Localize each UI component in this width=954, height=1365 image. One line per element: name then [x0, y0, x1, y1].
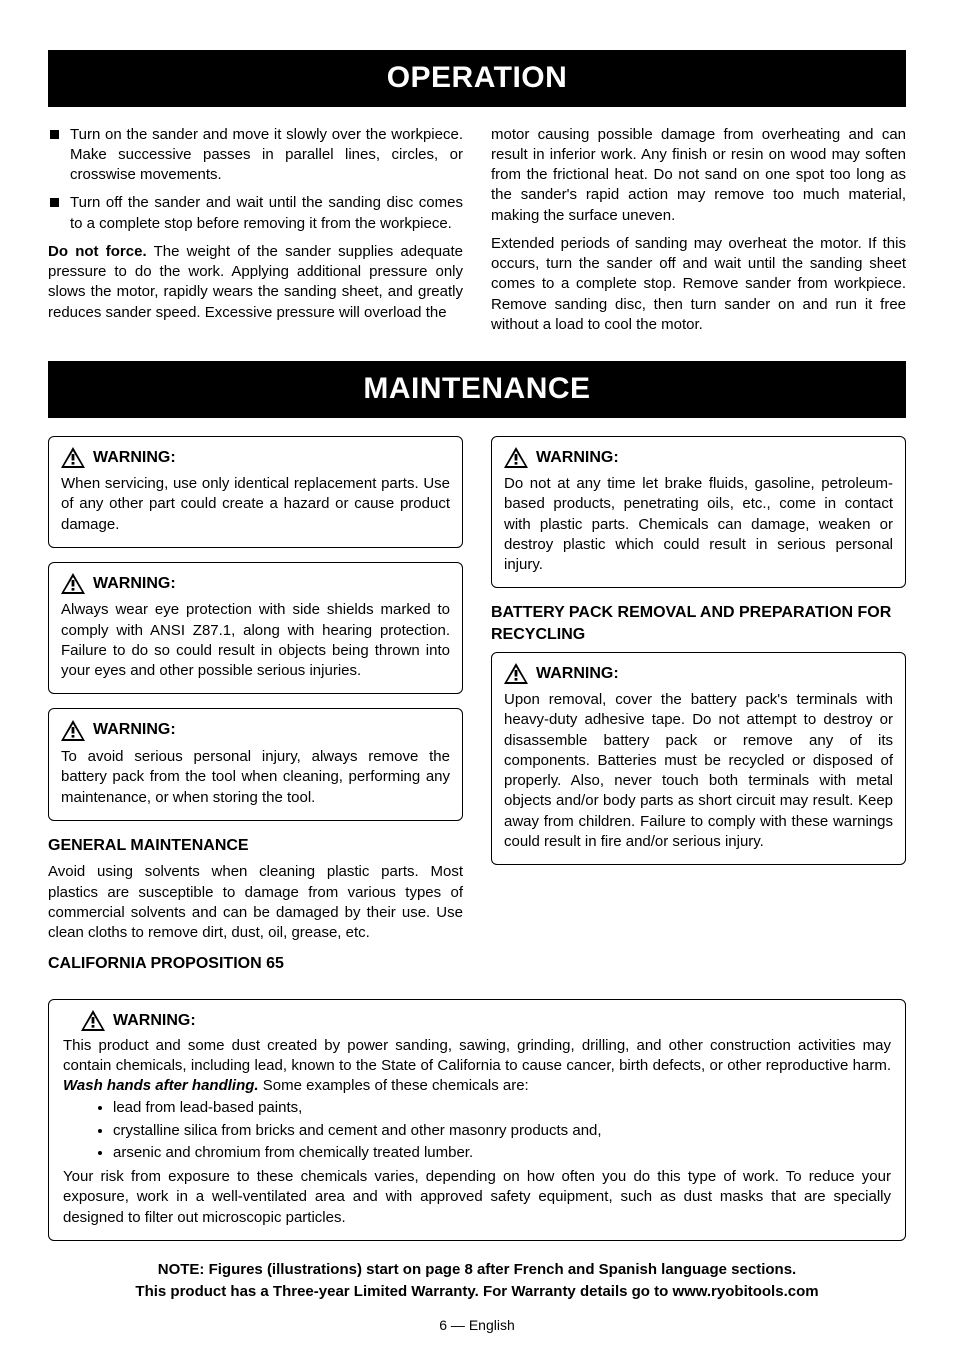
general-maintenance-head: GENERAL MAINTENANCE [48, 835, 463, 857]
ca-list-item: arsenic and chromium from chemically tre… [113, 1143, 891, 1163]
maintenance-left-col: WARNING: When servicing, use only identi… [48, 436, 463, 981]
warning-box-5: WARNING: Upon removal, cover the battery… [491, 652, 906, 866]
operation-banner: OPERATION [48, 50, 906, 107]
warning-icon [81, 1010, 105, 1031]
warning-box-3: WARNING: To avoid serious personal injur… [48, 708, 463, 820]
warning-icon [61, 720, 85, 741]
note-line2: This product has a Three-year Limited Wa… [48, 1281, 906, 1304]
warning-icon [61, 573, 85, 594]
warning-icon [61, 447, 85, 468]
warning-box-2: WARNING: Always wear eye protection with… [48, 562, 463, 695]
operation-right-col: motor causing possible damage from overh… [491, 125, 906, 344]
page-number: 6 — English [48, 1316, 906, 1335]
operation-bullets: Turn on the sander and move it slowly ov… [48, 125, 463, 234]
bullet-item: Turn on the sander and move it slowly ov… [48, 125, 463, 186]
warning-box-4: WARNING: Do not at any time let brake fl… [491, 436, 906, 589]
warning-label: WARNING: [93, 719, 176, 741]
ca-list-item: crystalline silica from bricks and cemen… [113, 1121, 891, 1141]
general-maintenance-body: Avoid using solvents when cleaning plast… [48, 862, 463, 943]
ca-warning-p2: Your risk from exposure to these chemica… [63, 1167, 891, 1228]
warning-icon [504, 663, 528, 684]
warning-label: WARNING: [536, 447, 619, 469]
warning-head: WARNING: [504, 447, 893, 469]
warning-label: WARNING: [93, 447, 176, 469]
operation-left-para: Do not force. The weight of the sander s… [48, 242, 463, 323]
ca-warning-p1: This product and some dust created by po… [63, 1036, 891, 1097]
ca-p1a: This product and some dust created by po… [63, 1037, 891, 1074]
warning-head: WARNING: [63, 1010, 891, 1032]
operation-left-col: Turn on the sander and move it slowly ov… [48, 125, 463, 344]
california-warning-box: WARNING: This product and some dust crea… [48, 999, 906, 1241]
operation-right-para2: Extended periods of sanding may overheat… [491, 234, 906, 335]
operation-columns: Turn on the sander and move it slowly ov… [48, 125, 906, 344]
warning-head: WARNING: [61, 573, 450, 595]
ca-list-item: lead from lead-based paints, [113, 1098, 891, 1118]
warning-body-1: When servicing, use only identical repla… [61, 474, 450, 535]
warning-label: WARNING: [113, 1010, 196, 1032]
bullet-item: Turn off the sander and wait until the s… [48, 193, 463, 234]
do-not-force: Do not force. [48, 243, 147, 260]
warning-head: WARNING: [504, 663, 893, 685]
battery-removal-head: BATTERY PACK REMOVAL AND PREPARATION FOR… [491, 602, 906, 645]
ca-warning-list: lead from lead-based paints, crystalline… [63, 1098, 891, 1163]
warning-head: WARNING: [61, 447, 450, 469]
warning-label: WARNING: [93, 573, 176, 595]
warning-label: WARNING: [536, 663, 619, 685]
warning-box-1: WARNING: When servicing, use only identi… [48, 436, 463, 548]
operation-right-para1: motor causing possible damage from overh… [491, 125, 906, 226]
warning-body-3: To avoid serious personal injury, always… [61, 747, 450, 808]
warning-icon [504, 447, 528, 468]
warning-body-5: Upon removal, cover the battery pack's t… [504, 690, 893, 852]
ca-p1c: Some examples of these chemicals are: [259, 1077, 529, 1094]
maintenance-right-col: WARNING: Do not at any time let brake fl… [491, 436, 906, 981]
maintenance-banner: MAINTENANCE [48, 361, 906, 418]
ca-p1b: Wash hands after handling. [63, 1077, 259, 1094]
note-line1: NOTE: Figures (illustrations) start on p… [48, 1259, 906, 1282]
california-prop65-head: CALIFORNIA PROPOSITION 65 [48, 953, 463, 975]
maintenance-columns: WARNING: When servicing, use only identi… [48, 436, 906, 981]
warning-body-4: Do not at any time let brake fluids, gas… [504, 474, 893, 575]
warning-body-2: Always wear eye protection with side shi… [61, 600, 450, 681]
warning-head: WARNING: [61, 719, 450, 741]
note-block: NOTE: Figures (illustrations) start on p… [48, 1259, 906, 1304]
